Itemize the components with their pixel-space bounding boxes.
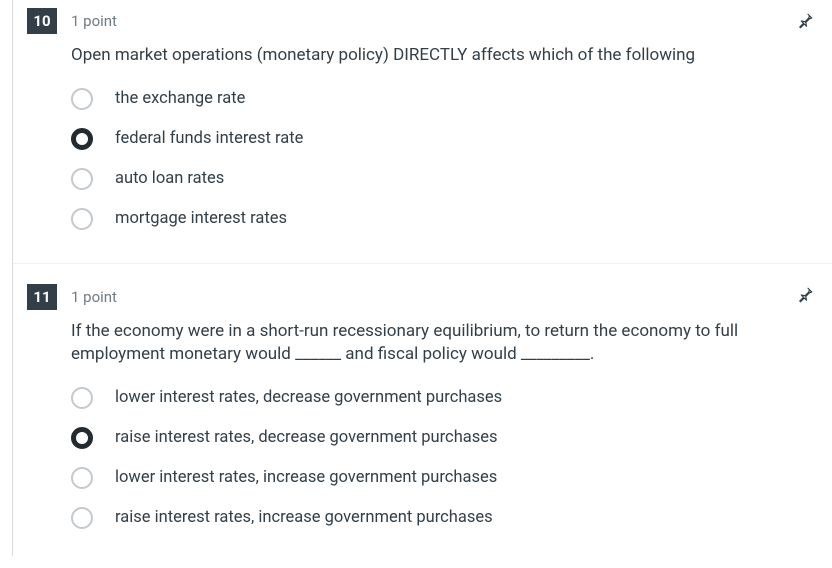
option-row[interactable]: lower interest rates, increase governmen… <box>71 458 814 498</box>
question-points: 1 point <box>71 288 117 306</box>
pin-icon[interactable] <box>796 12 814 34</box>
radio-button[interactable] <box>71 128 93 150</box>
option-label: lower interest rates, increase governmen… <box>115 468 497 487</box>
radio-button[interactable] <box>71 168 93 190</box>
question-text: Open market operations (monetary policy)… <box>71 44 804 67</box>
radio-button[interactable] <box>71 88 93 110</box>
option-label: mortgage interest rates <box>115 209 287 228</box>
pin-icon[interactable] <box>796 286 814 308</box>
radio-button[interactable] <box>71 427 93 449</box>
options-list: the exchange rate federal funds interest… <box>71 79 814 239</box>
option-row[interactable]: auto loan rates <box>71 159 814 199</box>
radio-button[interactable] <box>71 467 93 489</box>
option-label: raise interest rates, increase governmen… <box>115 508 493 527</box>
question-points: 1 point <box>71 12 117 30</box>
option-label: auto loan rates <box>115 169 224 188</box>
radio-button[interactable] <box>71 387 93 409</box>
question-block: 10 1 point Open market operations (monet… <box>13 0 832 257</box>
option-row[interactable]: raise interest rates, decrease governmen… <box>71 418 814 458</box>
option-label: lower interest rates, decrease governmen… <box>115 388 502 407</box>
option-row[interactable]: mortgage interest rates <box>71 199 814 239</box>
option-label: federal funds interest rate <box>115 129 303 148</box>
option-row[interactable]: raise interest rates, increase governmen… <box>71 498 814 538</box>
question-header: 11 1 point <box>27 284 814 310</box>
options-list: lower interest rates, decrease governmen… <box>71 378 814 538</box>
radio-button[interactable] <box>71 208 93 230</box>
option-row[interactable]: the exchange rate <box>71 79 814 119</box>
quiz-container: 10 1 point Open market operations (monet… <box>12 0 832 556</box>
option-label: raise interest rates, decrease governmen… <box>115 428 498 447</box>
question-block: 11 1 point If the economy were in a shor… <box>13 263 832 556</box>
question-number-badge: 10 <box>27 8 57 34</box>
question-header: 10 1 point <box>27 8 814 34</box>
option-row[interactable]: federal funds interest rate <box>71 119 814 159</box>
option-row[interactable]: lower interest rates, decrease governmen… <box>71 378 814 418</box>
question-text: If the economy were in a short-run reces… <box>71 320 804 366</box>
option-label: the exchange rate <box>115 89 245 108</box>
radio-button[interactable] <box>71 507 93 529</box>
question-number-badge: 11 <box>27 284 57 310</box>
